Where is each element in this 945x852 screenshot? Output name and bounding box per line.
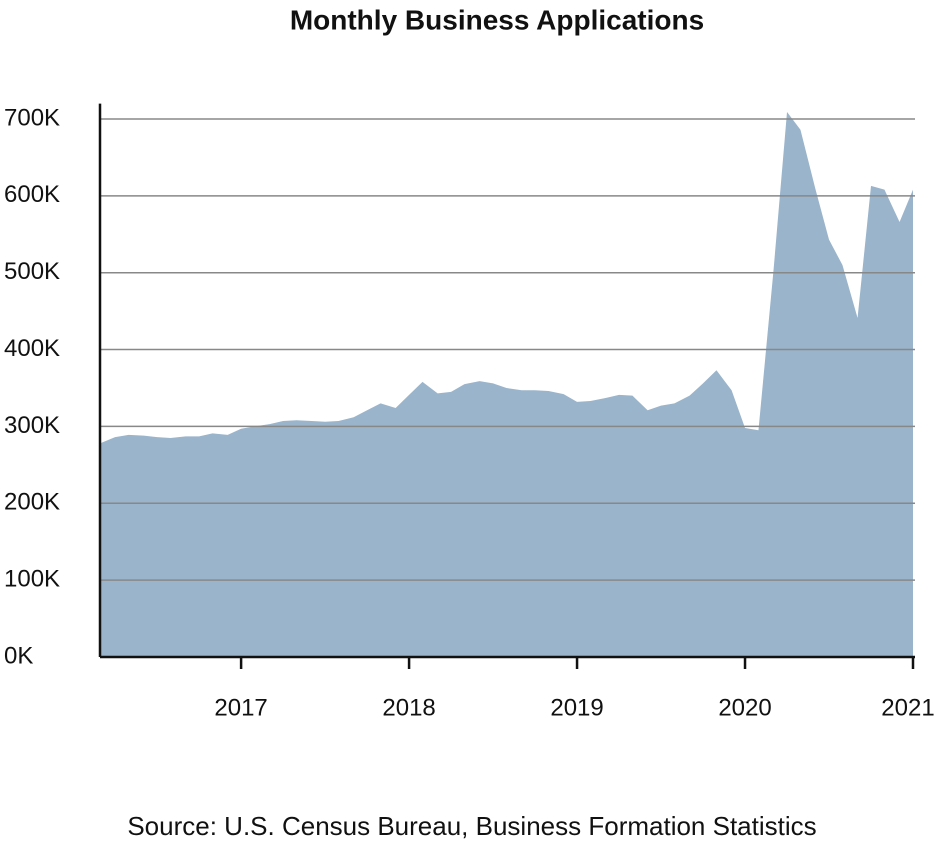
chart-title: Monthly Business Applications (290, 4, 704, 35)
x-tick-label: 2019 (550, 694, 603, 721)
y-tick-label: 300K (4, 412, 60, 439)
y-tick-label: 0K (4, 642, 33, 669)
y-tick-label: 600K (4, 181, 60, 208)
y-tick-label: 400K (4, 335, 60, 362)
y-tick-label: 100K (4, 565, 60, 592)
source-note: Source: U.S. Census Bureau, Business For… (127, 811, 816, 841)
x-tick-label: 2021 (881, 694, 934, 721)
y-tick-label: 700K (4, 104, 60, 131)
x-tick-label: 2017 (214, 694, 267, 721)
y-tick-label: 500K (4, 258, 60, 285)
x-tick-label: 2018 (382, 694, 435, 721)
area (100, 112, 913, 657)
y-tick-label: 200K (4, 489, 60, 516)
x-tick-label: 2020 (718, 694, 771, 721)
